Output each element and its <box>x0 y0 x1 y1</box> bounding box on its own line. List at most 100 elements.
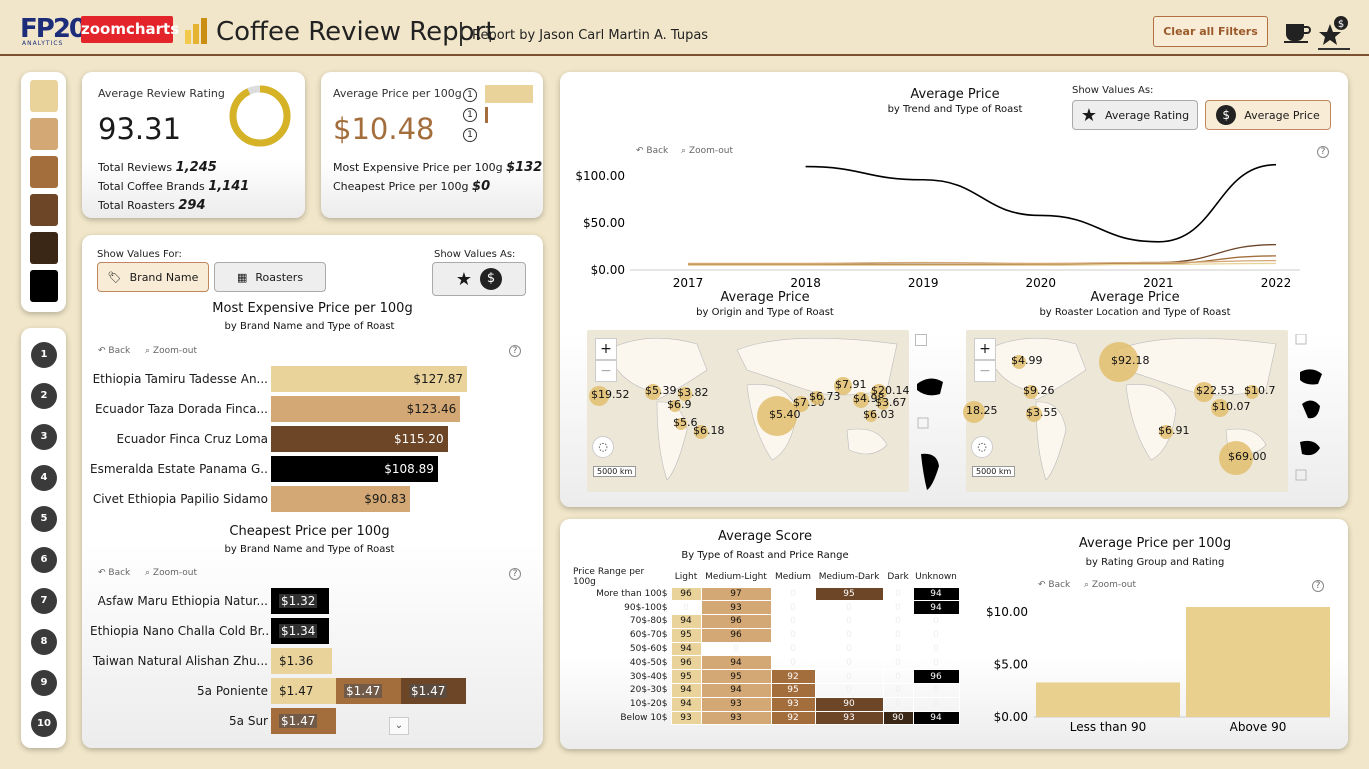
heatmap-cell[interactable]: 94 <box>670 641 702 657</box>
map-bubble[interactable] <box>853 392 869 408</box>
rating-button-8[interactable]: 8 <box>31 629 57 655</box>
lasso-icon[interactable]: ◌ <box>592 436 614 458</box>
map-bubble[interactable] <box>1026 406 1042 422</box>
trend-chart[interactable]: $100.00 $50.00 $0.00 2017 2018 2019 2020 2021 20… <box>560 160 1348 288</box>
rating-button-4[interactable]: 4 <box>31 465 57 491</box>
heatmap-cell[interactable]: 95 <box>770 683 816 698</box>
heatmap-cell[interactable]: 0 <box>814 641 884 657</box>
heatmap-cell[interactable]: 0 <box>912 641 960 657</box>
continent-legend-icons[interactable] <box>1294 334 1324 484</box>
heatmap-cell[interactable]: 93 <box>700 710 772 726</box>
heatmap-cell[interactable]: 94 <box>670 614 702 629</box>
heatmap-cell[interactable]: 97 <box>700 586 772 602</box>
help-icon[interactable]: ? <box>1317 146 1329 158</box>
heatmap-column-header[interactable]: Price Range per 100g <box>573 567 645 587</box>
rating-button-7[interactable]: 7 <box>31 588 57 614</box>
heatmap-cell[interactable]: 0 <box>912 655 960 671</box>
heatmap-cell[interactable]: 0 <box>770 586 816 602</box>
heatmap-cell[interactable]: 0 <box>770 655 816 671</box>
heatmap-cell[interactable]: 93 <box>700 696 772 712</box>
coffee-cup-icon[interactable] <box>1283 18 1311 44</box>
cheapest-zoom-out[interactable]: ⌕ Zoom-out <box>145 568 198 578</box>
rating-button-2[interactable]: 2 <box>31 383 57 409</box>
map-bubble[interactable] <box>675 418 687 430</box>
clear-filters-button[interactable]: Clear all Filters <box>1153 16 1268 47</box>
heatmap-cell[interactable]: 0 <box>670 600 702 616</box>
map-bubble[interactable] <box>1024 385 1038 399</box>
rating-button-9[interactable]: 9 <box>31 670 57 696</box>
map-bubble[interactable] <box>871 384 887 400</box>
trend-back[interactable]: ↶ Back <box>636 146 669 156</box>
heatmap-cell[interactable]: 92 <box>770 710 816 726</box>
expensive-bar[interactable] <box>271 396 461 422</box>
score-heatmap[interactable]: Price Range per 100g Light Medium-Light Med… <box>571 567 960 726</box>
zoom-out-button[interactable]: − <box>595 360 617 382</box>
trend-zoom-out[interactable]: ⌕ Zoom-out <box>681 146 734 156</box>
heatmap-cell[interactable]: 90 <box>814 696 884 712</box>
roast-swatch-medium-light[interactable] <box>30 118 58 150</box>
heatmap-cell[interactable]: 94 <box>700 683 772 698</box>
heatmap-cell[interactable]: 0 <box>912 696 960 712</box>
map-bubble[interactable] <box>1159 425 1173 439</box>
rating-button-1[interactable]: 1 <box>31 342 57 368</box>
roasters-toggle[interactable]: ▦ Roasters <box>214 262 326 292</box>
heatmap-cell[interactable]: 0 <box>882 683 914 698</box>
expensive-bar[interactable] <box>271 486 411 512</box>
heatmap-cell[interactable]: 96 <box>700 614 772 629</box>
heatmap-cell[interactable]: 0 <box>912 627 960 643</box>
heatmap-cell[interactable]: 95 <box>814 586 884 602</box>
roast-swatch-light[interactable] <box>30 80 58 112</box>
rating-group-zoom-out[interactable]: ⌕ Zoom-out <box>1084 580 1137 590</box>
expensive-bar[interactable] <box>271 426 448 452</box>
map-bubble[interactable] <box>678 387 692 401</box>
scroll-down-button[interactable]: ⌄ <box>389 717 409 735</box>
heatmap-cell[interactable]: 95 <box>670 669 702 685</box>
zoom-out-button[interactable]: − <box>974 360 996 382</box>
expensive-bar[interactable] <box>271 366 467 392</box>
heatmap-cell[interactable]: 0 <box>912 614 960 629</box>
average-rating-toggle[interactable]: ★ Average Rating <box>1072 100 1198 130</box>
heatmap-cell[interactable]: 0 <box>882 614 914 629</box>
heatmap-cell[interactable]: 0 <box>770 600 816 616</box>
heatmap-cell[interactable]: 0 <box>882 586 914 602</box>
rating-button-5[interactable]: 5 <box>31 506 57 532</box>
heatmap-cell[interactable]: 0 <box>770 614 816 629</box>
map-bubble[interactable] <box>1211 399 1229 417</box>
heatmap-cell[interactable]: 96 <box>700 627 772 643</box>
heatmap-cell[interactable]: 93 <box>770 696 816 712</box>
heatmap-cell[interactable]: 0 <box>882 627 914 643</box>
heatmap-cell[interactable]: 0 <box>882 696 914 712</box>
heatmap-cell[interactable]: 0 <box>882 669 914 685</box>
rating-group-back[interactable]: ↶ Back <box>1038 580 1071 590</box>
map-bubble[interactable] <box>1099 342 1139 382</box>
rating-button-6[interactable]: 6 <box>31 547 57 573</box>
heatmap-cell[interactable]: 94 <box>670 683 702 698</box>
map-bubble[interactable] <box>1012 355 1026 369</box>
rating-button-10[interactable]: 10 <box>31 711 57 737</box>
heatmap-cell[interactable]: 94 <box>700 655 772 671</box>
heatmap-cell[interactable]: 96 <box>670 586 702 602</box>
heatmap-cell[interactable]: 94 <box>912 710 960 726</box>
heatmap-column-header[interactable]: Medium-Dark <box>818 571 880 582</box>
heatmap-cell[interactable]: 0 <box>814 627 884 643</box>
heatmap-cell[interactable]: 95 <box>670 627 702 643</box>
heatmap-cell[interactable]: 0 <box>882 641 914 657</box>
map-bubble[interactable] <box>963 401 985 423</box>
help-icon[interactable]: ? <box>509 568 521 580</box>
heatmap-column-header[interactable]: Medium-Light <box>705 571 767 582</box>
map-bubble[interactable] <box>757 396 797 436</box>
heatmap-cell[interactable]: 0 <box>814 669 884 685</box>
map-bubble[interactable] <box>793 396 809 412</box>
heatmap-cell[interactable]: 0 <box>700 641 772 657</box>
map-bubble[interactable] <box>694 425 708 439</box>
heatmap-cell[interactable]: 0 <box>882 600 914 616</box>
heatmap-column-header[interactable]: Medium <box>775 571 811 582</box>
map-bubble[interactable] <box>589 386 609 406</box>
roaster-map[interactable]: + − ◌ 5000 km $4.99 $92.18 $9.26 18.25 $3.55… <box>963 330 1288 492</box>
map-bubble[interactable] <box>877 398 889 410</box>
cheapest-back[interactable]: ↶ Back <box>98 568 131 578</box>
heatmap-cell[interactable]: 94 <box>912 586 960 602</box>
lasso-icon[interactable]: ◌ <box>971 436 993 458</box>
heatmap-cell[interactable]: 0 <box>912 683 960 698</box>
heatmap-column-header[interactable]: Dark <box>887 571 909 582</box>
